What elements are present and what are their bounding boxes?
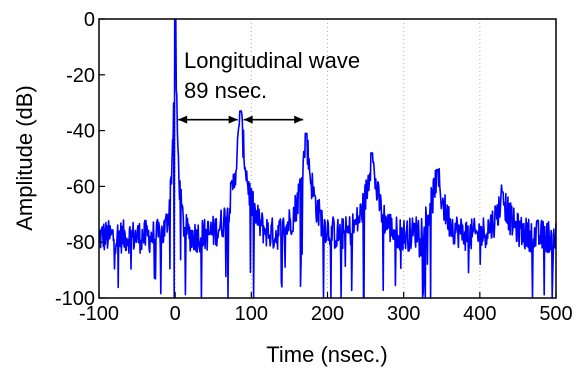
- y-tick-label: -60: [66, 176, 95, 198]
- y-axis-title: Amplitude (dB): [12, 85, 37, 231]
- annotation-longitudinal-wave: Longitudinal wave: [184, 48, 360, 73]
- x-tick-label: 500: [539, 303, 572, 325]
- annotation-89-nsec: 89 nsec.: [184, 78, 267, 103]
- x-tick-label: 400: [463, 303, 496, 325]
- x-tick-label: -100: [79, 303, 119, 325]
- y-tick-label: 0: [84, 9, 95, 31]
- arrow-head-right: [294, 115, 304, 124]
- y-tick-label: -80: [66, 232, 95, 254]
- y-tick-label: -100: [55, 288, 95, 310]
- arrow-head-left: [243, 115, 253, 124]
- x-tick-label: 100: [235, 303, 268, 325]
- y-tick-label: -20: [66, 65, 95, 87]
- arrow-head-right: [228, 115, 238, 124]
- y-tick-label: -40: [66, 121, 95, 143]
- annotation-arrows: [178, 115, 304, 124]
- arrow-head-left: [178, 115, 188, 124]
- x-axis-title: Time (nsec.): [266, 342, 387, 367]
- x-tick-label: 0: [170, 303, 181, 325]
- x-tick-label: 200: [311, 303, 344, 325]
- x-tick-label: 300: [387, 303, 420, 325]
- axis-ticks: -100 0 100 200 300 400 500 0 -20 -40 -60 -80 -100: [55, 9, 573, 325]
